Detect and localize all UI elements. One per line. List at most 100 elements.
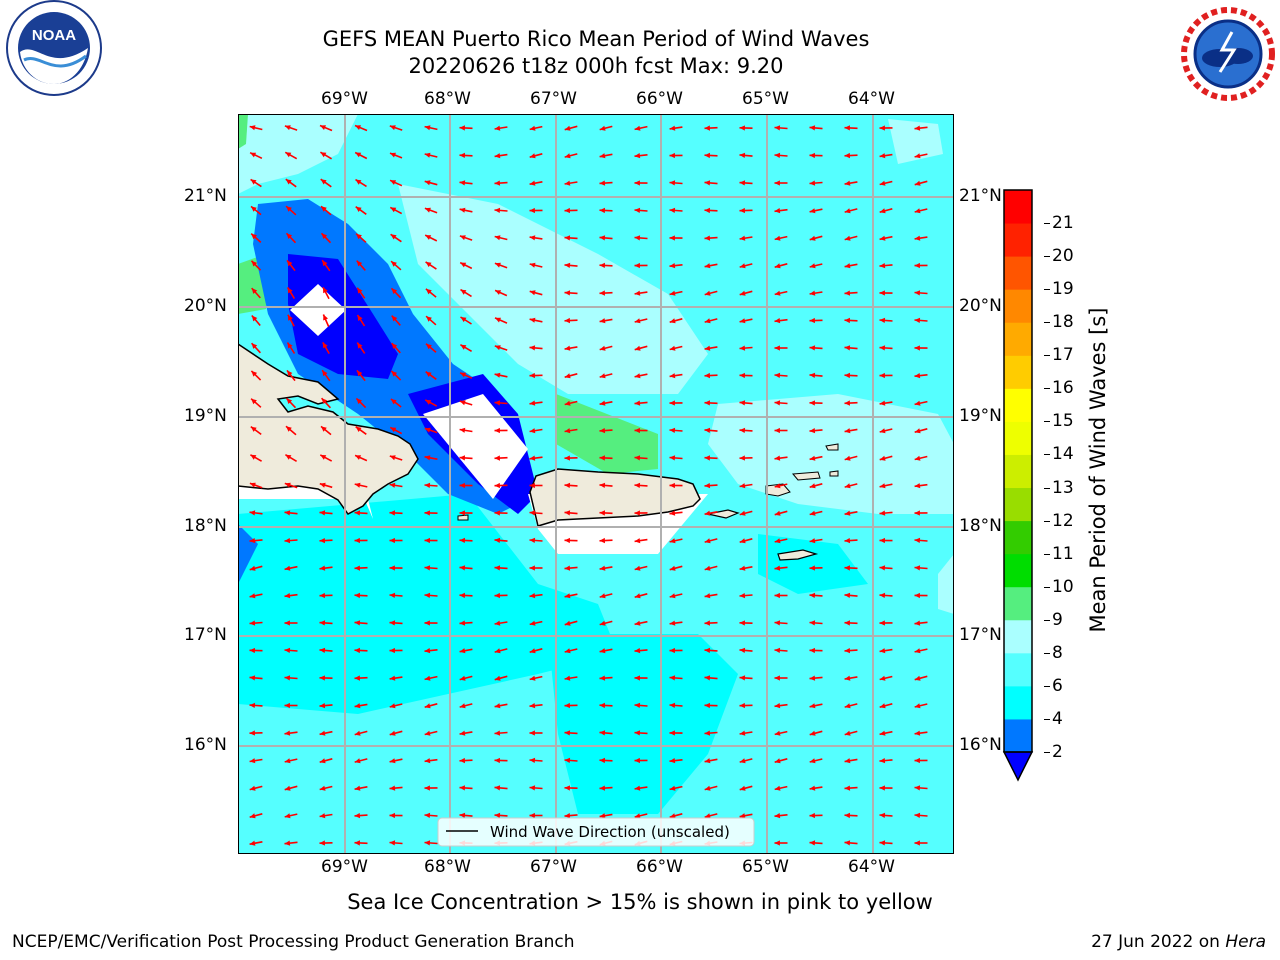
wave-direction-arrowhead: [669, 647, 675, 654]
colorbar-tick-label: 16: [1044, 378, 1074, 398]
wave-direction-arrowhead: [251, 260, 258, 267]
wave-direction-arrowhead: [322, 260, 328, 267]
colorbar-tick-mark: [1044, 322, 1050, 324]
wave-direction-arrowhead: [424, 812, 431, 818]
wave-direction-arrowhead: [914, 840, 920, 846]
wave-direction-arrowhead: [704, 758, 711, 764]
wave-direction-arrowhead: [425, 399, 432, 405]
wave-direction-arrowhead: [564, 648, 571, 654]
wave-direction-arrowhead: [529, 125, 536, 131]
wave-direction-arrowhead: [914, 317, 921, 323]
wave-direction-arrowhead: [739, 785, 746, 791]
wave-direction-arrowhead: [844, 840, 851, 846]
wave-direction-arrowhead: [809, 510, 816, 516]
wave-direction-arrowhead: [669, 593, 676, 599]
colorbar-tick-mark: [1044, 388, 1050, 390]
wave-direction-arrowhead: [284, 758, 291, 764]
wave-direction-arrowhead: [249, 565, 256, 571]
wave-direction-arrowhead: [529, 372, 535, 379]
lon-label-bottom: 68°W: [424, 857, 471, 877]
wave-direction-arrowhead: [669, 263, 676, 269]
wave-direction-arrowhead: [459, 510, 465, 516]
virgin-islands: [791, 471, 821, 481]
wave-direction-arrowhead: [250, 454, 257, 460]
wave-direction-arrowhead: [844, 620, 850, 626]
wave-direction-arrowhead: [599, 235, 606, 241]
wave-direction-arrowhead: [249, 510, 256, 516]
wave-direction-arrowhead: [354, 620, 361, 626]
wave-direction-arrowhead: [739, 263, 746, 269]
wave-direction-arrowhead: [914, 785, 921, 791]
wave-direction-arrowhead: [249, 702, 256, 708]
wave-direction-arrowhead: [739, 813, 746, 819]
wave-direction-arrowhead: [599, 180, 606, 186]
wave-direction-arrowhead: [774, 592, 780, 599]
wave-direction-arrowhead: [389, 730, 396, 736]
wave-direction-arrowhead: [529, 565, 535, 571]
colorbar-segment: [1004, 388, 1032, 422]
wave-direction-arrowhead: [739, 207, 745, 214]
wave-direction-arrowhead: [564, 207, 570, 214]
colorbar-segment: [1004, 355, 1032, 389]
wave-direction-arrowhead: [879, 703, 886, 709]
wave-direction-arrowhead: [599, 207, 605, 214]
wave-direction-arrowhead: [494, 730, 501, 736]
wave-direction-arrowhead: [809, 345, 816, 351]
colorbar-tick-mark: [1044, 718, 1050, 720]
lon-label-top: 67°W: [530, 89, 577, 109]
wave-direction-arrowhead: [704, 318, 711, 324]
colorbar-tick-mark: [1044, 619, 1050, 621]
wave-direction-arrowhead: [879, 592, 886, 598]
wave-direction-arrowhead: [494, 703, 501, 709]
wave-direction-arrowhead: [494, 537, 501, 543]
wave-direction-arrowhead: [564, 510, 571, 516]
wave-direction-arrowhead: [284, 675, 291, 681]
wave-direction-arrowhead: [354, 703, 361, 709]
wave-direction-arrowhead: [599, 345, 606, 351]
lat-label-right: 18°N: [959, 516, 1002, 536]
wave-direction-arrowhead: [284, 620, 290, 626]
wave-direction-arrowhead: [809, 647, 815, 654]
wave-direction-arrowhead: [251, 206, 257, 212]
colorbar-tick-label: 14: [1044, 444, 1074, 464]
wave-direction-arrowhead: [354, 537, 360, 544]
wave-direction-arrowhead: [844, 428, 851, 434]
wave-direction-arrowhead: [704, 235, 711, 241]
wave-direction-arrowhead: [251, 370, 258, 377]
lon-label-top: 66°W: [636, 89, 683, 109]
wave-direction-arrowhead: [284, 565, 291, 571]
wave-direction-arrowhead: [284, 538, 291, 544]
colorbar-segment: [1004, 652, 1032, 687]
wave-direction-arrowhead: [599, 153, 606, 159]
wave-direction-arrowhead: [879, 263, 886, 269]
footer-branch: NCEP/EMC/Verification Post Processing Pr…: [12, 932, 575, 952]
wave-direction-arrowhead: [739, 427, 746, 433]
colorbar-tick-mark: [1044, 685, 1050, 687]
chart-title: GEFS MEAN Puerto Rico Mean Period of Win…: [0, 26, 1192, 80]
wave-direction-arrowhead: [704, 730, 711, 736]
wave-direction-arrowhead: [424, 427, 431, 433]
wave-direction-arrowhead: [809, 538, 816, 544]
wave-direction-arrowhead: [809, 235, 816, 241]
wave-direction-arrowhead: [564, 125, 571, 131]
graticule: [238, 114, 954, 854]
lat-label-left: 18°N: [184, 516, 227, 536]
wave-direction-arrowhead: [564, 675, 571, 681]
wave-direction-arrowhead: [879, 208, 886, 214]
wave-direction-arrowhead: [739, 290, 746, 296]
wave-direction-arrowhead: [599, 730, 606, 736]
wave-direction-arrowhead: [739, 593, 746, 599]
wave-direction-arrowhead: [494, 510, 500, 516]
title-line-2: 20220626 t18z 000h fcst Max: 9.20: [408, 54, 784, 78]
wave-direction-arrowhead: [389, 510, 395, 516]
colorbar-label: Mean Period of Wind Waves [s]: [1086, 307, 1110, 633]
wave-direction-arrowhead: [844, 400, 850, 406]
footer-host: Hera: [1225, 932, 1266, 952]
wave-direction-arrowhead: [251, 288, 258, 294]
colorbar-tick-mark: [1044, 652, 1050, 654]
wave-direction-arrowhead: [354, 758, 361, 764]
wave-direction-arrowhead: [739, 235, 746, 241]
wave-direction-arrowhead: [424, 455, 431, 461]
wave-direction-arrowhead: [319, 592, 325, 599]
footer-date-text: 27 Jun 2022 on: [1091, 932, 1226, 952]
